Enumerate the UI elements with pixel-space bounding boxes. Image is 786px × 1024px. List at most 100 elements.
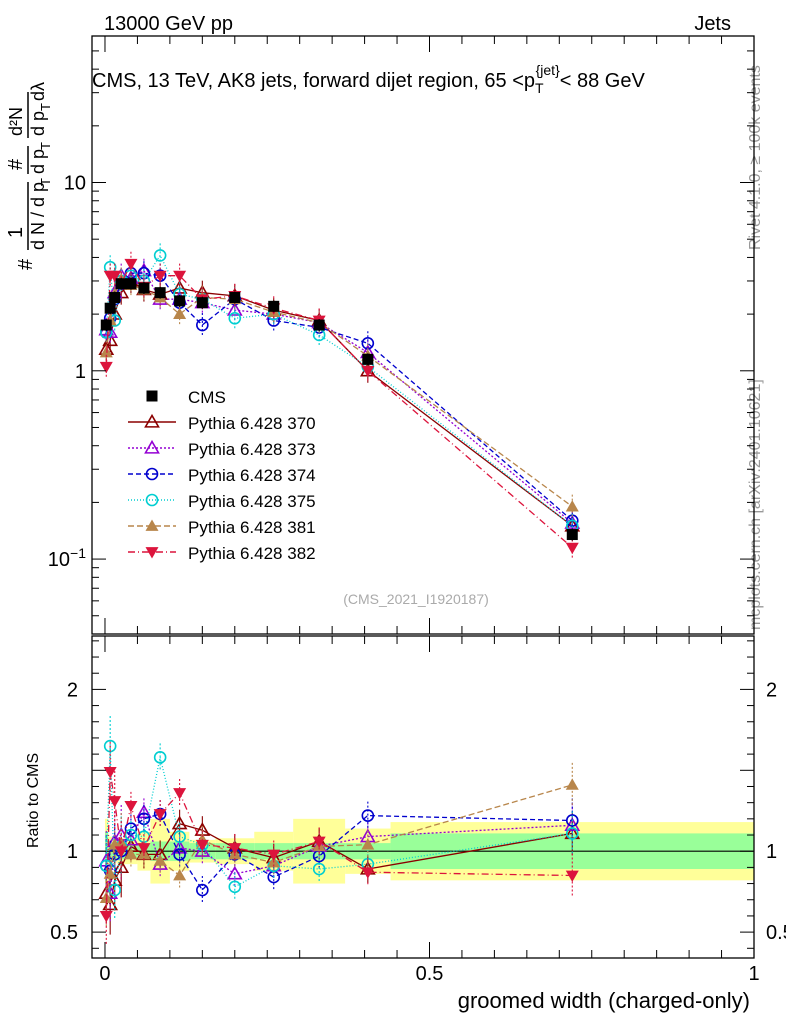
legend-label: Pythia 6.428 382: [188, 544, 316, 563]
series-line: [105, 262, 573, 549]
header-jets: Jets: [694, 13, 731, 35]
legend-entry-2: Pythia 6.428 374: [128, 466, 316, 485]
legend-label: Pythia 6.428 374: [188, 466, 316, 485]
main-y-tick-label: 10: [64, 173, 86, 195]
ratio-marker: [103, 767, 117, 779]
x-tick-label: 0.5: [416, 963, 444, 985]
ratio-marker: [228, 880, 242, 894]
cms-data-point: [104, 302, 116, 314]
ratio-y-tick-label: 1: [67, 841, 78, 863]
ratio-y-tick-label-right: 1: [766, 841, 777, 863]
ratio-marker: [267, 849, 281, 861]
legend-entry-5: Pythia 6.428 382: [128, 544, 316, 563]
series-marker: [153, 249, 167, 262]
ratio-series-layer: [98, 716, 581, 946]
ratio-marker: [173, 830, 186, 843]
cms-data-point: [100, 319, 112, 331]
main-y-tick-label-exp: −1: [70, 545, 86, 561]
y-label-dpdl: d pTdλ: [28, 82, 53, 136]
plot-title-sub: T: [535, 80, 544, 96]
ratio-marker: [102, 896, 119, 911]
legend-marker: [145, 547, 159, 559]
y-label-dpdl-dp: d p: [28, 111, 48, 136]
ratio-marker: [196, 883, 209, 897]
y-label-hash1: #: [15, 258, 37, 270]
ratio-marker: [173, 868, 187, 881]
ratio-marker: [124, 801, 138, 813]
ratio-marker: [228, 843, 242, 855]
series-line: [105, 278, 573, 508]
series-marker: [124, 258, 138, 271]
legend-marker: [144, 413, 160, 428]
ratio-marker: [195, 839, 209, 852]
series-marker: [565, 500, 579, 512]
plot-title-main: CMS, 13 TeV, AK8 jets, forward dijet reg…: [92, 70, 535, 92]
ratio-marker: [312, 836, 326, 848]
ratio-marker: [153, 751, 167, 764]
legend-entry-3: Pythia 6.428 375: [128, 492, 316, 511]
cms-data-point: [229, 292, 241, 304]
ratio-marker: [361, 838, 375, 850]
ratio-marker: [108, 796, 122, 808]
series-marker: [99, 361, 113, 374]
ratio-marker: [113, 859, 130, 874]
series-marker: [153, 270, 167, 283]
series-marker: [173, 270, 187, 283]
series-marker: [196, 318, 209, 332]
main-y-tick-label: 10−1: [48, 545, 86, 571]
x-tick-label: 1: [748, 963, 759, 985]
ratio-marker: [565, 870, 579, 882]
ratio-marker: [137, 843, 151, 855]
ratio-marker: [173, 788, 187, 800]
mcplots-label: mcplots.cern.ch [arXiv:2401.10621]: [747, 379, 764, 630]
cms-data-point: [196, 297, 208, 309]
ratio-series-5: [99, 741, 579, 946]
series-layer: [98, 243, 581, 560]
main-y-tick-label-base: 10: [64, 173, 86, 195]
legend: CMS Pythia 6.428 370 Pythia 6.428 373 Pythi…: [128, 388, 316, 563]
ratio-marker: [312, 862, 326, 876]
cms-data-point: [109, 292, 121, 304]
ratio-marker: [565, 778, 579, 790]
legend-entry-cms: CMS: [146, 388, 226, 407]
cms-data-point: [174, 295, 186, 307]
legend-label: Pythia 6.428 370: [188, 414, 316, 433]
ratio-marker: [565, 827, 579, 840]
y-label-hash2: #: [5, 158, 27, 170]
legend-label-cms: CMS: [188, 388, 226, 407]
main-frame: [91, 35, 755, 635]
ratio-marker: [361, 867, 375, 879]
legend-marker-cms: [146, 390, 158, 402]
cms-data-point: [566, 529, 578, 541]
legend-label: Pythia 6.428 381: [188, 518, 316, 537]
ratio-y-tick-label: 2: [67, 679, 78, 701]
cms-data-point: [138, 282, 150, 294]
legend-label: Pythia 6.428 375: [188, 492, 316, 511]
plot-title-sup: {jet}: [536, 62, 560, 78]
ratio-marker: [103, 867, 117, 879]
ratio-marker: [153, 809, 167, 821]
legend-entry-4: Pythia 6.428 381: [128, 518, 316, 537]
ratio-marker: [124, 847, 138, 860]
y-label-dpdl-t: T: [38, 103, 53, 111]
y-label-dpdl-dl: dλ: [28, 82, 48, 101]
series-marker: [565, 542, 579, 555]
series-line: [105, 254, 573, 527]
y-label-dp: d p: [28, 149, 48, 174]
ratio-series-line: [105, 771, 573, 916]
ratio-y-tick-label-right: 2: [766, 679, 777, 701]
ratio-marker: [153, 854, 167, 866]
legend-label: Pythia 6.428 373: [188, 440, 316, 459]
analysis-watermark: (CMS_2021_I1920187): [343, 591, 489, 607]
series-line: [105, 272, 573, 522]
ratio-marker: [173, 848, 186, 861]
y-label-d2n: d²N: [6, 107, 26, 136]
ratio-marker: [565, 814, 579, 827]
legend-entry-1: Pythia 6.428 373: [128, 439, 316, 459]
y-label-t2: T: [38, 142, 53, 150]
ratio-frame: [91, 635, 755, 959]
main-y-tick-label-base: 10: [48, 549, 70, 571]
ratio-y-tick-label-right: 0.5: [766, 922, 786, 944]
